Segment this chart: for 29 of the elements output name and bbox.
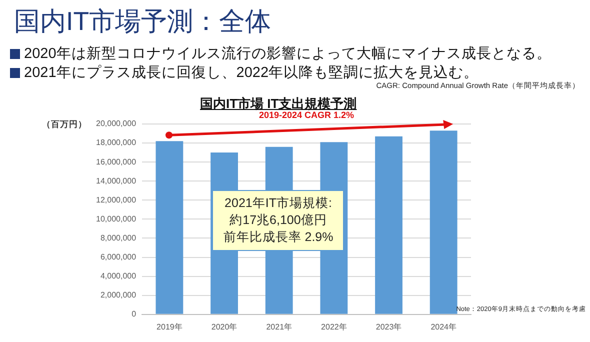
annotation: 2021年IT市場規模: (224, 195, 333, 212)
x-tick-label: 2020年 (211, 322, 238, 332)
x-tick-label: 2023年 (376, 322, 402, 332)
y-tick-label: 0 (132, 310, 137, 319)
text: 2021年にプラス成長に回復し、2022年以降も堅調に拡大を見込む。 (24, 64, 479, 82)
y-tick-label: 4,000,000 (100, 272, 137, 281)
x-tick-label: 2019年 (156, 322, 182, 332)
y-tick-label: 18,000,000 (96, 138, 137, 148)
chart-subtitle: 国内IT市場 IT支出規模予測 (200, 95, 357, 112)
x-tick-label: 2024年 (430, 322, 456, 332)
y-tick-label: 14,000,000 (96, 176, 137, 186)
annotation: 前年比成長率 2.9% (223, 229, 334, 246)
y-tick-label: 6,000,000 (100, 252, 137, 262)
y-tick-label: 10,000,000 (96, 214, 137, 224)
bar (430, 130, 458, 314)
y-tick-label: 8,000,000 (100, 233, 137, 242)
bar (375, 136, 402, 314)
y-tick-label: 2,000,000 (100, 290, 137, 300)
x-tick-label: 2021年 (266, 322, 292, 332)
bar (156, 141, 184, 314)
y-tick-label: 16,000,000 (96, 157, 137, 166)
y-tick-label: 12,000,000 (96, 195, 137, 204)
text: 2019-2024 CAGR 1.2% (258, 110, 356, 120)
chart-title: 国内IT市場予測：全体 (14, 5, 272, 38)
y-tick-label: 20,000,000 (96, 119, 137, 128)
annotation: 約17兆6,100億円 (228, 212, 328, 230)
y-axis-title: （百万円） (42, 119, 87, 131)
text: 2020年は新型コロナウイルス流行の影響によって大幅にマイナス成長となる。 (24, 44, 552, 63)
x-tick-label: 2022年 (321, 322, 347, 332)
